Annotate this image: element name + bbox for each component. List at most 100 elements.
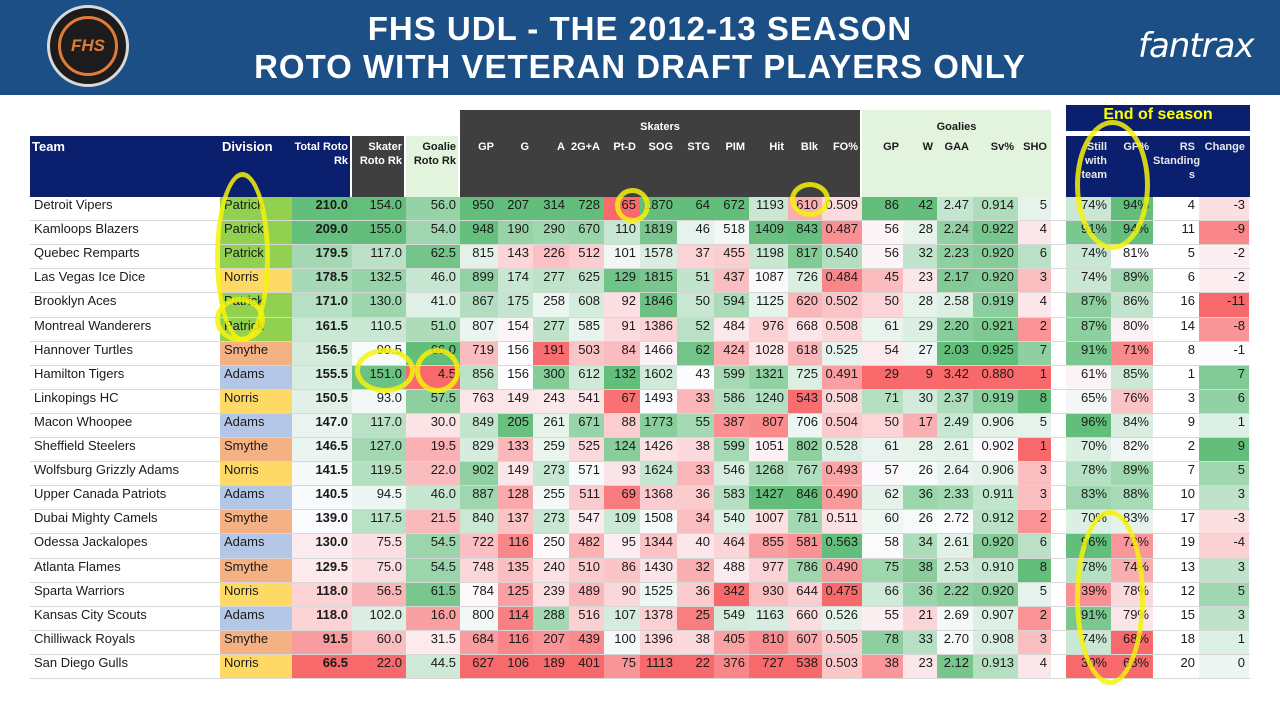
title-banner: FHS FHS UDL - THE 2012-13 SEASON ROTO WI… — [0, 0, 1280, 95]
column-header-blk[interactable]: Blk — [800, 141, 818, 153]
stat-cell-change: -3 — [1199, 510, 1249, 535]
stat-cell-pt-d: 69 — [604, 486, 640, 511]
stat-cell-stg: 37 — [677, 245, 714, 270]
stat-cell-pt-d: 124 — [604, 438, 640, 462]
stat-cell-fo-pct: 0.502 — [822, 293, 862, 318]
stat-cell-goalie-gp: 38 — [862, 654, 903, 679]
yellow-highlight-mark — [790, 182, 830, 217]
stat-cell-2g-a: 670 — [569, 221, 604, 246]
stat-cell-goalie-roto-rk: 51.0 — [406, 317, 460, 342]
stat-cell-hit: 1240 — [749, 389, 788, 414]
division-cell: Adams — [220, 413, 292, 438]
stat-cell-skater-gp: 902 — [460, 462, 498, 487]
row-separator — [30, 557, 1250, 559]
stat-cell-change: -3 — [1199, 197, 1249, 221]
row-separator — [30, 316, 1250, 318]
stat-cell-skater-roto-rk: 93.0 — [352, 389, 406, 414]
stat-cell-g: 205 — [498, 413, 533, 438]
stat-cell-blk: 725 — [788, 365, 822, 390]
stat-cell-change: 3 — [1199, 606, 1249, 631]
division-cell: Adams — [220, 606, 292, 631]
stat-cell-goalie-gp: 78 — [862, 630, 903, 655]
division-cell: Smythe — [220, 558, 292, 583]
stat-cell-hit: 1051 — [749, 438, 788, 462]
stat-cell-a: 259 — [533, 438, 569, 462]
header-band-goalie-rk — [406, 136, 458, 197]
stat-cell-w: 36 — [903, 486, 937, 511]
column-header-change[interactable]: Change — [1204, 141, 1245, 153]
stat-cell-sho: 3 — [1018, 630, 1051, 655]
column-header-total-roto-rk[interactable]: Total Roto Rk — [294, 141, 348, 167]
stat-cell-pim: 488 — [714, 558, 749, 583]
stat-cell-hit: 1163 — [749, 606, 788, 631]
column-header-pt-d[interactable]: Pt-D — [613, 141, 636, 153]
column-header-sog[interactable]: SOG — [648, 141, 673, 153]
column-header-hit[interactable]: Hit — [769, 141, 784, 153]
stat-cell-still-with-team: 83% — [1066, 486, 1111, 511]
stat-cell-skater-roto-rk: 154.0 — [352, 197, 406, 221]
column-header-sho[interactable]: SHO — [1023, 141, 1047, 153]
group-label-end-of-season: End of season — [1103, 106, 1213, 123]
stat-cell-rs-standings: 8 — [1187, 341, 1195, 357]
column-header-pim[interactable]: PIM — [725, 141, 745, 153]
stat-cell-stg: 36 — [677, 582, 714, 607]
stat-cell-goalie-gp: 29 — [862, 365, 903, 390]
column-header-rs-standings[interactable]: RS Standing s — [1153, 141, 1201, 181]
division-cell: Norris — [220, 462, 292, 487]
stat-cell-sho: 3 — [1018, 462, 1051, 487]
stat-cell-sv-pct: 0.910 — [973, 558, 1018, 583]
stat-cell-2g-a: 525 — [569, 438, 604, 462]
stat-cell-sho: 2 — [1018, 606, 1051, 631]
stat-cell-stg: 43 — [677, 365, 714, 390]
stat-cell-sog: 1602 — [640, 365, 677, 390]
stat-cell-skater-roto-rk: 22.0 — [352, 654, 406, 679]
stat-cell-total-roto-rk: 178.5 — [292, 269, 352, 294]
team-name-cell: Dubai Mighty Camels — [34, 510, 158, 526]
column-header-goalie-roto-rk[interactable]: Goalie Roto Rk — [413, 141, 456, 167]
stat-cell-skater-roto-rk: 119.5 — [352, 462, 406, 487]
column-header-sv-pct[interactable]: Sv% — [990, 141, 1014, 153]
stat-cell-2g-a: 489 — [569, 582, 604, 607]
stat-cell-gaa: 2.61 — [937, 534, 973, 559]
stat-cell-change: 5 — [1199, 582, 1249, 607]
column-header-skater-gp[interactable]: GP — [478, 141, 494, 153]
column-header-a[interactable]: A — [557, 141, 565, 153]
stat-cell-skater-gp: 627 — [460, 654, 498, 679]
column-header-goalie-gp[interactable]: GP — [883, 141, 899, 153]
stat-cell-total-roto-rk: 156.5 — [292, 341, 352, 366]
column-header-w[interactable]: W — [922, 141, 933, 153]
row-separator — [30, 292, 1250, 294]
stat-cell-goalie-gp: 45 — [862, 269, 903, 294]
stat-cell-gaa: 2.70 — [937, 630, 973, 655]
column-header-g[interactable]: G — [520, 141, 529, 153]
stat-cell-skater-roto-rk: 155.0 — [352, 221, 406, 246]
column-header-2g-a[interactable]: 2G+A — [570, 141, 600, 153]
column-header-stg[interactable]: STG — [687, 141, 710, 153]
stat-cell-sog: 1378 — [640, 606, 677, 631]
stat-cell-w: 23 — [903, 654, 937, 679]
stat-cell-sho: 2 — [1018, 317, 1051, 342]
stat-cell-a: 288 — [533, 606, 569, 631]
stat-cell-still-with-team: 87% — [1066, 317, 1111, 342]
stat-cell-2g-a: 612 — [569, 365, 604, 390]
stat-cell-change: -2 — [1199, 269, 1249, 294]
column-header-skater-roto-rk[interactable]: Skater Roto Rk — [359, 141, 402, 167]
column-header-team[interactable]: Team — [32, 139, 65, 154]
stat-cell-sho: 8 — [1018, 389, 1051, 414]
stat-cell-2g-a: 511 — [569, 486, 604, 511]
stat-cell-skater-roto-rk: 56.5 — [352, 582, 406, 607]
stat-cell-pim: 342 — [714, 582, 749, 607]
column-header-fo-pct[interactable]: FO% — [832, 141, 858, 153]
column-header-gaa[interactable]: GAA — [944, 141, 969, 153]
page-title-line1: FHS UDL - THE 2012-13 SEASON — [367, 10, 913, 47]
stat-cell-blk: 846 — [788, 486, 822, 511]
column-header-division[interactable]: Division — [222, 139, 273, 154]
stat-cell-fo-pct: 0.491 — [822, 365, 862, 390]
stat-cell-sog: 1773 — [640, 413, 677, 438]
stat-cell-stg: 38 — [677, 630, 714, 655]
stat-cell-2g-a: 541 — [569, 389, 604, 414]
stat-cell-gp-pct: 85% — [1111, 365, 1153, 390]
row-separator — [30, 485, 1250, 487]
stat-cell-w: 27 — [903, 341, 937, 366]
stat-cell-pt-d: 88 — [604, 413, 640, 438]
